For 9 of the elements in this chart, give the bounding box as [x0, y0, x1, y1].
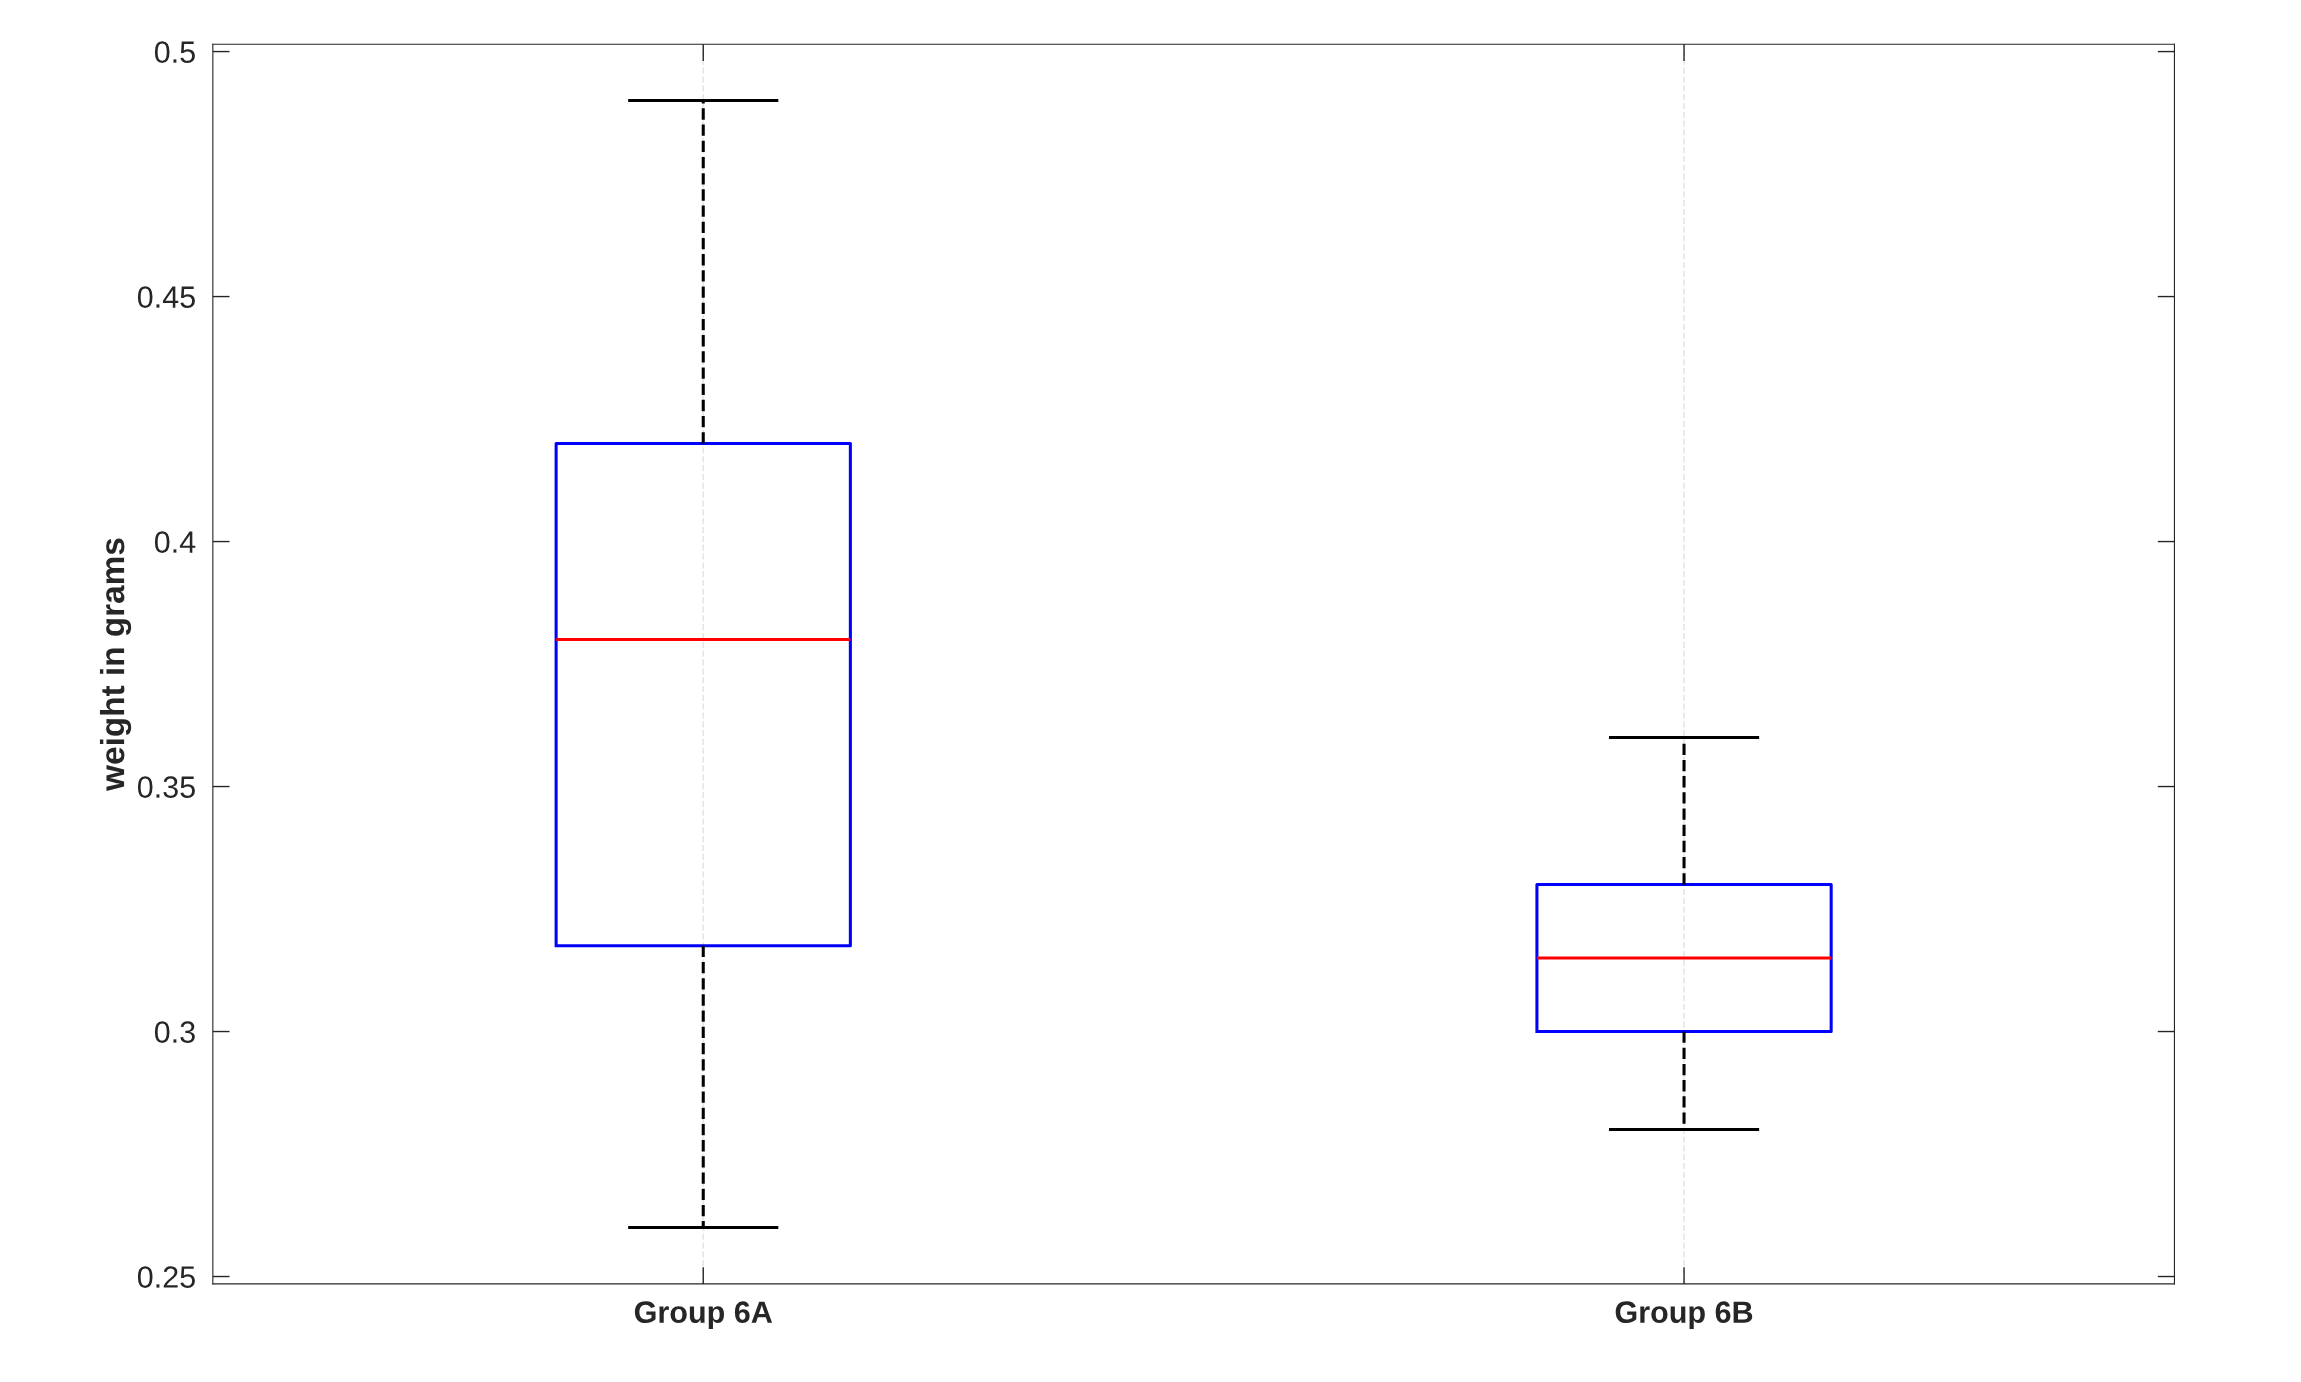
y-tick-label: 0.3: [154, 1021, 195, 1043]
x-tick-label: Group 6B: [1615, 1301, 1753, 1330]
y-tick-label: 0.5: [154, 41, 195, 63]
y-tick-label: 0.25: [137, 1266, 195, 1288]
y-tick-label: 0.35: [137, 776, 195, 798]
x-tick-label: Group 6A: [634, 1301, 773, 1330]
y-tick-label: 0.45: [137, 286, 195, 308]
y-tick-label: 0.4: [154, 531, 196, 553]
y-axis-title: weight in grams: [99, 538, 132, 792]
